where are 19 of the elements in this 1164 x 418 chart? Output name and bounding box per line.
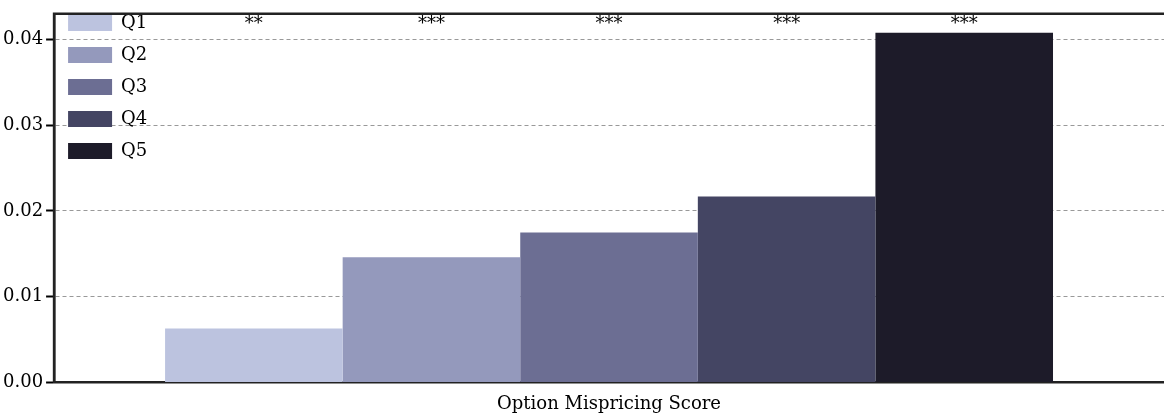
annotation: *** [773, 12, 801, 34]
y-tick-label: 0.04 [3, 27, 44, 49]
y-tick-label: 0.03 [3, 112, 44, 134]
bar [165, 328, 343, 382]
y-tick-label: 0.00 [3, 370, 44, 392]
legend-label: Q3 [121, 74, 148, 96]
legend-label: Q4 [121, 106, 148, 128]
legend-label: Q5 [121, 138, 148, 160]
bar [520, 232, 698, 382]
annotation: *** [595, 12, 623, 34]
bar [697, 196, 876, 382]
y-tick-label: 0.02 [3, 198, 44, 220]
annotation: *** [950, 12, 978, 34]
x-tick-label: Option Mispricing Score [497, 391, 721, 413]
annotation: ** [244, 12, 263, 34]
bar [342, 257, 521, 382]
legend-label: Q2 [121, 42, 148, 64]
y-tick-label: 0.01 [3, 284, 44, 306]
annotation: *** [417, 12, 445, 34]
